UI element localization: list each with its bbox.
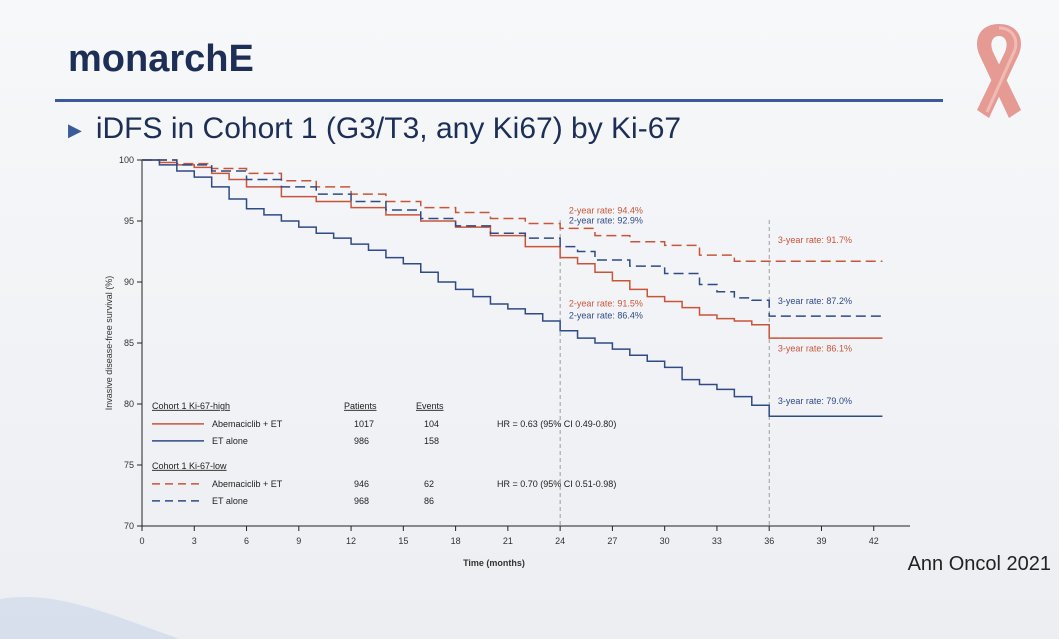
rate-annotation: 2-year rate: 94.4% xyxy=(569,206,643,216)
legend-patients: 968 xyxy=(354,496,369,506)
y-axis-label: Invasive disease-free survival (%) xyxy=(104,276,114,411)
series-line xyxy=(142,159,883,417)
rate-annotation: 2-year rate: 92.9% xyxy=(569,215,643,225)
legend-label: ET alone xyxy=(212,436,248,446)
legend-hr: HR = 0.63 (95% CI 0.49-0.80) xyxy=(497,419,616,429)
x-axis-label: Time (months) xyxy=(463,558,525,568)
awareness-ribbon-icon xyxy=(977,24,1021,118)
x-tick-label: 21 xyxy=(503,536,513,546)
legend-label: ET alone xyxy=(212,496,248,506)
legend-label: Abemaciclib + ET xyxy=(212,419,283,429)
legend-label: Abemaciclib + ET xyxy=(212,479,283,489)
legend-events: 158 xyxy=(424,436,439,446)
citation: Ann Oncol 2021 xyxy=(907,553,1051,575)
legend-patients: 986 xyxy=(354,436,369,446)
x-tick-label: 0 xyxy=(139,536,144,546)
x-tick-label: 3 xyxy=(192,536,197,546)
series-line xyxy=(142,159,883,263)
rate-annotation: 3-year rate: 86.1% xyxy=(778,344,852,354)
x-tick-label: 15 xyxy=(398,536,408,546)
y-tick-label: 100 xyxy=(119,155,134,165)
y-tick-label: 80 xyxy=(124,399,134,409)
rate-annotation: 3-year rate: 79.0% xyxy=(778,396,852,406)
legend-events: 104 xyxy=(424,419,439,429)
x-tick-label: 33 xyxy=(712,536,722,546)
x-tick-label: 12 xyxy=(346,536,356,546)
rate-annotation: 3-year rate: 91.7% xyxy=(778,235,852,245)
x-tick-label: 6 xyxy=(244,536,249,546)
triangle-bullet-icon: ▶ xyxy=(68,119,82,140)
rate-annotation: 3-year rate: 87.2% xyxy=(778,296,852,306)
x-tick-label: 24 xyxy=(555,536,565,546)
y-tick-label: 85 xyxy=(124,338,134,348)
legend-events: 62 xyxy=(424,479,434,489)
corner-decoration xyxy=(0,597,180,639)
y-tick-label: 75 xyxy=(124,460,134,470)
x-tick-label: 18 xyxy=(451,536,461,546)
x-tick-label: 42 xyxy=(869,536,879,546)
y-tick-label: 70 xyxy=(124,521,134,531)
legend-col-patients: Patients xyxy=(344,401,377,411)
x-tick-label: 9 xyxy=(296,536,301,546)
slide-title: monarchE xyxy=(68,38,254,80)
series-line xyxy=(142,159,883,317)
km-chart: 0369121518212427303336394245707580859095… xyxy=(104,155,910,568)
x-tick-label: 39 xyxy=(816,536,826,546)
x-tick-label: 27 xyxy=(607,536,617,546)
legend-events: 86 xyxy=(424,496,434,506)
legend-heading: Cohort 1 Ki-67-low xyxy=(152,461,227,471)
rate-annotation: 2-year rate: 86.4% xyxy=(569,311,643,321)
title-divider xyxy=(55,99,943,102)
y-tick-label: 95 xyxy=(124,216,134,226)
legend-col-events: Events xyxy=(416,401,444,411)
rate-annotation: 2-year rate: 91.5% xyxy=(569,298,643,308)
legend-hr: HR = 0.70 (95% CI 0.51-0.98) xyxy=(497,479,616,489)
x-tick-label: 36 xyxy=(764,536,774,546)
legend-heading: Cohort 1 Ki-67-high xyxy=(152,401,230,411)
y-tick-label: 90 xyxy=(124,277,134,287)
slide-subtitle-row: ▶ iDFS in Cohort 1 (G3/T3, any Ki67) by K… xyxy=(68,112,681,146)
x-tick-label: 30 xyxy=(660,536,670,546)
legend-patients: 946 xyxy=(354,479,369,489)
legend-patients: 1017 xyxy=(354,419,374,429)
series-line xyxy=(142,159,883,339)
slide-subtitle: iDFS in Cohort 1 (G3/T3, any Ki67) by Ki… xyxy=(95,112,682,145)
